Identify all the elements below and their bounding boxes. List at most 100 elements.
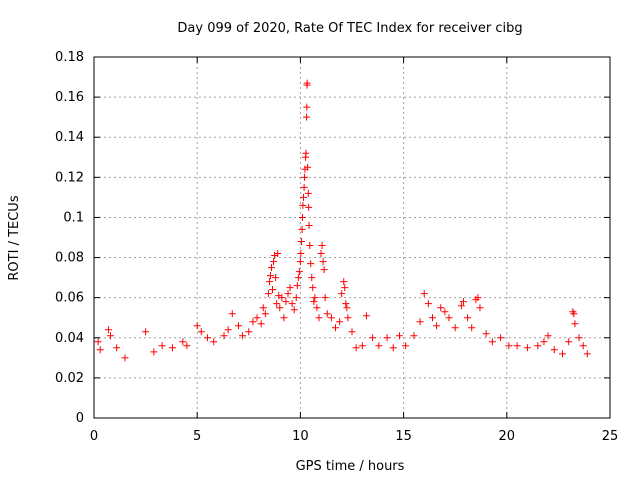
data-point — [344, 314, 352, 322]
data-point — [296, 258, 304, 266]
y-tick-label: 0.08 — [55, 251, 84, 266]
data-point — [341, 284, 349, 292]
data-point — [362, 312, 370, 320]
data-point — [302, 149, 310, 157]
data-point — [276, 304, 284, 312]
data-point — [280, 314, 288, 322]
data-point — [179, 338, 187, 346]
data-point — [278, 294, 286, 302]
data-point — [318, 242, 326, 250]
data-point — [375, 342, 383, 350]
data-point — [565, 338, 573, 346]
data-point — [570, 310, 578, 318]
y-axis-label: ROTI / TECUs — [7, 195, 22, 280]
data-point — [575, 334, 583, 342]
data-point — [323, 310, 331, 318]
data-point — [410, 332, 418, 340]
data-point — [513, 342, 521, 350]
data-point — [303, 103, 311, 111]
data-point — [168, 344, 176, 352]
data-point — [295, 268, 303, 276]
y-tick-label: 0.14 — [55, 130, 84, 145]
data-point — [505, 342, 513, 350]
x-tick-label: 25 — [602, 429, 619, 444]
data-point — [534, 342, 542, 350]
data-point — [424, 300, 432, 308]
data-point — [228, 310, 236, 318]
data-point — [310, 298, 318, 306]
data-point — [94, 338, 102, 346]
data-point — [121, 354, 129, 362]
data-point — [311, 294, 319, 302]
data-point — [210, 338, 218, 346]
data-point — [305, 203, 313, 211]
data-point — [457, 302, 465, 310]
x-tick-label: 0 — [90, 429, 98, 444]
data-point — [304, 163, 312, 171]
data-point — [303, 113, 311, 121]
data-point — [261, 310, 269, 318]
data-point — [523, 344, 531, 352]
data-point — [433, 322, 441, 330]
data-point — [107, 332, 115, 340]
data-point — [96, 346, 104, 354]
x-tick-label: 10 — [292, 429, 309, 444]
y-tick-label: 0.04 — [55, 331, 84, 346]
data-point — [268, 264, 276, 272]
data-point — [301, 173, 309, 181]
data-point — [274, 250, 282, 258]
data-point — [437, 304, 445, 312]
data-point — [583, 350, 591, 358]
data-point — [266, 272, 274, 280]
data-point — [272, 274, 280, 282]
data-point — [158, 342, 166, 350]
data-point — [383, 334, 391, 342]
data-point — [282, 298, 290, 306]
data-point — [488, 338, 496, 346]
data-point — [234, 322, 242, 330]
data-point — [297, 250, 305, 258]
data-point — [220, 332, 228, 340]
data-point — [317, 250, 325, 258]
x-tick-label: 15 — [395, 429, 412, 444]
data-point — [299, 201, 307, 209]
data-point — [300, 183, 308, 191]
data-point — [342, 300, 350, 308]
data-point — [320, 266, 328, 274]
y-tick-label: 0.18 — [55, 50, 84, 65]
data-point — [307, 260, 315, 268]
data-point — [497, 334, 505, 342]
data-point — [288, 300, 296, 308]
data-point — [331, 324, 339, 332]
data-point — [459, 298, 467, 306]
data-point — [579, 342, 587, 350]
data-point — [327, 314, 335, 322]
data-point — [451, 324, 459, 332]
y-tick-label: 0 — [76, 411, 84, 426]
data-point — [445, 314, 453, 322]
y-tick-label: 0.06 — [55, 291, 84, 306]
data-point — [299, 193, 307, 201]
data-point — [273, 300, 281, 308]
data-point — [550, 346, 558, 354]
data-point — [319, 258, 327, 266]
data-point — [441, 308, 449, 316]
data-point — [308, 274, 316, 282]
data-point — [338, 290, 346, 298]
data-point — [294, 274, 302, 282]
data-point — [309, 284, 317, 292]
data-point — [540, 338, 548, 346]
data-point — [298, 213, 306, 221]
data-point — [257, 320, 265, 328]
data-point — [265, 278, 273, 286]
plot-frame — [93, 56, 611, 419]
data-point — [292, 294, 300, 302]
data-point — [544, 332, 552, 340]
data-point — [313, 304, 321, 312]
data-point — [474, 294, 482, 302]
x-tick-label: 5 — [193, 429, 201, 444]
data-point — [303, 79, 311, 87]
data-point — [389, 344, 397, 352]
x-tick-label: 20 — [499, 429, 516, 444]
